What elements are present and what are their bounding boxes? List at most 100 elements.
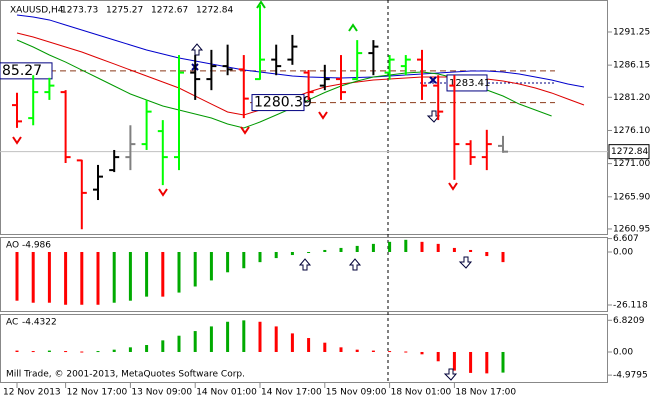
histogram-bar xyxy=(452,351,456,371)
histogram-bar xyxy=(161,251,165,297)
down-arrow xyxy=(458,256,473,269)
header-open: 1273.73 xyxy=(61,6,98,16)
histogram-bar xyxy=(96,251,100,305)
histogram-bar xyxy=(193,331,197,352)
x-tick-label: 14 Nov 17:00 xyxy=(261,388,322,398)
histogram-bar xyxy=(161,340,165,352)
symbol-title: XAUUSD,H4 xyxy=(10,6,64,16)
histogram-bar xyxy=(436,351,440,362)
current-price-label: 1272.84 xyxy=(611,147,648,157)
footer: Mill Trade, © 2001-2013, MetaQuotes Soft… xyxy=(6,370,245,380)
histogram-bar xyxy=(128,347,132,352)
histogram-bar xyxy=(323,342,327,352)
up-arrow xyxy=(298,258,312,271)
up-arrow xyxy=(348,258,362,271)
histogram-bar xyxy=(339,347,343,352)
histogram-bar xyxy=(112,251,116,303)
histogram-bar xyxy=(177,251,181,293)
y-tick-label: 1291.25 xyxy=(613,27,650,37)
up-arrow xyxy=(190,43,204,56)
y-tick-label: 1271.00 xyxy=(613,159,650,169)
histogram-bar xyxy=(112,349,116,352)
y-tick-label: 0.00 xyxy=(613,247,633,257)
y-tick-label: 1276.10 xyxy=(613,126,650,136)
histogram-bar xyxy=(452,247,456,252)
histogram-bar xyxy=(258,321,262,352)
fractal-down xyxy=(240,126,250,135)
histogram-bar xyxy=(388,351,392,353)
histogram-bar xyxy=(226,321,230,352)
level-label: 1283.41 xyxy=(449,78,490,89)
y-tick-label: 1281.20 xyxy=(613,93,650,103)
level-label-box xyxy=(446,74,488,92)
histogram-bar xyxy=(307,338,311,352)
histogram-bar xyxy=(485,251,489,257)
header-high: 1275.27 xyxy=(106,6,143,16)
histogram-bar xyxy=(323,249,327,252)
histogram-bar xyxy=(469,249,473,252)
header-low: 1272.67 xyxy=(151,6,188,16)
histogram-bar xyxy=(388,241,392,252)
ao-value: -4.986 xyxy=(22,241,51,251)
histogram-bar xyxy=(355,349,359,352)
histogram-bar xyxy=(31,251,35,303)
x-tick-label: 12 Nov 17:00 xyxy=(67,388,128,398)
histogram-bar xyxy=(274,251,278,259)
main-panel xyxy=(0,0,608,235)
histogram-bar xyxy=(355,245,359,252)
y-tick-label: -26.118 xyxy=(613,300,648,310)
histogram-bar xyxy=(242,320,246,352)
y-tick-label: 1265.90 xyxy=(613,192,650,202)
histogram-bar xyxy=(371,243,375,252)
fractal-down xyxy=(158,188,168,197)
fractal-up xyxy=(348,23,358,32)
histogram-bar xyxy=(404,351,408,353)
moving-average xyxy=(16,14,585,88)
level-label-box xyxy=(251,94,305,112)
histogram-bar xyxy=(371,350,375,352)
fractal-down xyxy=(318,111,328,120)
cross-mark xyxy=(429,76,437,84)
histogram-bar xyxy=(420,351,424,355)
y-tick-label: -4.9795 xyxy=(613,371,648,381)
y-tick-label: 1286.15 xyxy=(613,61,650,71)
histogram-bar xyxy=(404,239,408,252)
histogram-bar xyxy=(242,251,246,269)
down-arrow xyxy=(443,368,458,381)
fractal-down xyxy=(448,182,458,191)
y-tick-label: 6.8209 xyxy=(613,316,645,326)
histogram-bar xyxy=(47,350,51,352)
histogram-bar xyxy=(501,351,505,373)
current-price-box xyxy=(608,144,650,160)
ac-title: AC xyxy=(6,318,18,328)
histogram-bar xyxy=(31,351,35,353)
histogram-bar xyxy=(209,326,213,352)
y-tick-label: 1260.95 xyxy=(613,224,650,234)
histogram-bar xyxy=(290,333,294,352)
histogram-bar xyxy=(339,247,343,252)
histogram-bar xyxy=(274,326,278,352)
ao-panel xyxy=(0,237,608,312)
histogram-bar xyxy=(145,251,149,297)
header-close: 1272.84 xyxy=(196,6,233,16)
level-label-box xyxy=(0,62,53,80)
x-tick-label: 15 Nov 09:00 xyxy=(326,388,387,398)
histogram-bar xyxy=(193,251,197,287)
ao-title: AO xyxy=(6,241,19,251)
x-tick-label: 13 Nov 09:00 xyxy=(131,388,192,398)
histogram-bar xyxy=(290,251,294,256)
histogram-bar xyxy=(64,251,68,305)
x-tick-label: 14 Nov 01:00 xyxy=(196,388,257,398)
histogram-bar xyxy=(209,251,213,281)
fractal-down xyxy=(12,136,22,145)
fractal-up xyxy=(256,0,266,9)
histogram-bar xyxy=(485,351,489,374)
histogram-bar xyxy=(177,335,181,352)
histogram-bar xyxy=(47,251,51,303)
histogram-bar xyxy=(226,251,230,273)
histogram-bar xyxy=(469,351,473,373)
histogram-bar xyxy=(80,251,84,305)
histogram-bar xyxy=(80,351,84,353)
down-arrow xyxy=(426,110,441,123)
